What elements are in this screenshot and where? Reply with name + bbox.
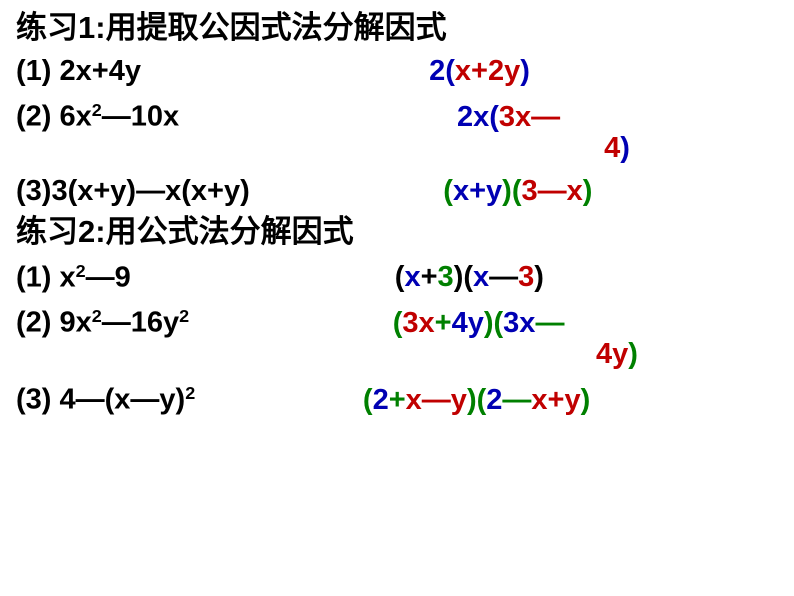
answer-segment: x	[404, 261, 420, 293]
answer-segment: )	[620, 132, 630, 164]
answer-segment: (	[393, 307, 403, 339]
problem-row: (2) 9x2—16y2(3x+4y)(3x—	[16, 306, 778, 338]
answer: (x+3)(x—3)	[131, 263, 778, 292]
answer: (3x+4y)(3x—	[179, 309, 778, 338]
answer: 2x(3x—	[179, 103, 778, 132]
answer-segment: 2x(	[457, 101, 499, 133]
answer-segment: )(	[454, 261, 473, 293]
answer-continuation: 4)	[16, 134, 778, 163]
answer-segment: 3—x	[522, 175, 583, 207]
problem-expression: (2) 9x2—16y2	[16, 306, 189, 338]
exercise2-title: 练习2:用公式法分解因式	[16, 216, 354, 247]
problem-row: (1) 2x+4y2(x+2y)	[16, 57, 778, 86]
answer-segment: 3x—	[499, 101, 560, 133]
answer-segment: 2	[373, 384, 389, 416]
problem-expression: (3)3(x+y)—x(x+y)	[16, 177, 250, 206]
answer-segment: )	[628, 338, 638, 370]
problem-row: (3)3(x+y)—x(x+y) (x+y)(3—x)	[16, 177, 778, 206]
answer-segment: 2	[486, 384, 502, 416]
answer-segment: —	[489, 261, 518, 293]
answer-segment: x+y	[531, 384, 580, 416]
answer-segment: )	[520, 55, 530, 87]
answer-segment: x	[473, 261, 489, 293]
answer-segment: +	[389, 384, 406, 416]
problem-row: (1) x2—9(x+3)(x—3)	[16, 261, 778, 293]
problem-expression: (2) 6x2—10x	[16, 100, 179, 132]
answer-segment: )(	[484, 307, 503, 339]
answer-segment: x+y	[453, 175, 502, 207]
answer: (2+x—y)(2—x+y)	[175, 386, 778, 415]
answer-segment: )	[534, 261, 544, 293]
problem-expression: (3) 4—(x—y)2	[16, 383, 195, 415]
answer: 2(x+2y)	[141, 57, 778, 86]
answer-segment: )(	[502, 175, 521, 207]
answer-segment: 3x	[503, 307, 535, 339]
answer-segment: 3	[438, 261, 454, 293]
answer-segment: 4y	[452, 307, 484, 339]
answer-segment: 4	[604, 132, 620, 164]
answer-segment: x+2y	[455, 55, 520, 87]
answer-segment: (	[443, 175, 453, 207]
answer-segment: +	[435, 307, 452, 339]
answer-segment: —	[502, 384, 531, 416]
problem-expression: (1) x2—9	[16, 261, 131, 293]
exercise1-items: (1) 2x+4y2(x+2y)(2) 6x2—10x2x(3x—4)(3)3(…	[16, 57, 778, 206]
answer-segment: 3x	[402, 307, 434, 339]
problem-expression: (1) 2x+4y	[16, 57, 141, 86]
answer-segment: (	[363, 384, 373, 416]
answer-segment: x—y	[406, 384, 467, 416]
exercise2-items: (1) x2—9(x+3)(x—3)(2) 9x2—16y2(3x+4y)(3x…	[16, 261, 778, 415]
answer-segment: )(	[467, 384, 486, 416]
answer-segment: +	[421, 261, 438, 293]
problem-row: (2) 6x2—10x2x(3x—	[16, 100, 778, 132]
answer-segment: —	[535, 307, 564, 339]
problem-row: (3) 4—(x—y)2(2+x—y)(2—x+y)	[16, 383, 778, 415]
answer-segment: 3	[518, 261, 534, 293]
answer-segment: )	[581, 384, 591, 416]
answer-continuation: 4y)	[16, 340, 778, 369]
exercise1-title: 练习1:用提取公因式法分解因式	[16, 12, 447, 43]
answer: (x+y)(3—x)	[258, 177, 778, 206]
answer-segment: )	[583, 175, 593, 207]
answer-segment: 2(	[429, 55, 455, 87]
answer-segment: 4y	[596, 338, 628, 370]
